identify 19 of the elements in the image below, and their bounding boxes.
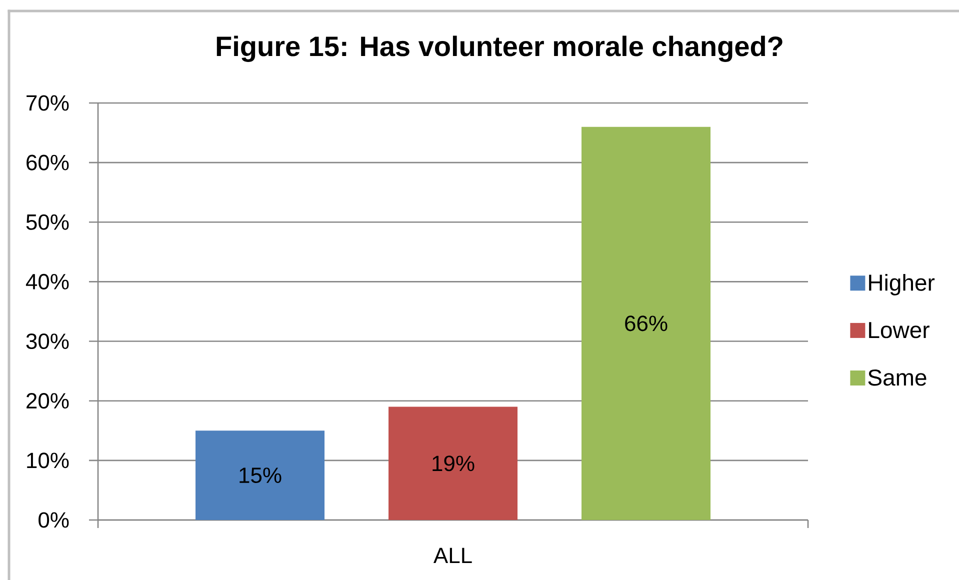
legend-label: Lower	[869, 322, 930, 338]
y-tick-label: 20%	[26, 393, 69, 409]
y-tick-label: 60%	[26, 154, 69, 170]
data-label: 66%	[625, 316, 668, 332]
y-tick-label: 0%	[38, 512, 69, 528]
bar	[196, 430, 325, 520]
legend-label: Higher	[869, 274, 935, 296]
data-label: 15%	[240, 468, 282, 484]
y-tick-label: 70%	[26, 95, 69, 111]
bar	[388, 406, 518, 520]
chart-title: Figure 15: Has volunteer morale changed?	[216, 36, 782, 62]
x-tick-label: ALL	[433, 548, 472, 563]
data-label: 19%	[432, 456, 474, 472]
y-tick-label: 50%	[26, 214, 69, 230]
bar	[582, 126, 711, 520]
y-tick-label: 30%	[26, 333, 69, 350]
y-tick-label: 10%	[27, 452, 69, 468]
y-tick-label: 40%	[26, 274, 69, 290]
legend-label: Same	[868, 369, 926, 386]
